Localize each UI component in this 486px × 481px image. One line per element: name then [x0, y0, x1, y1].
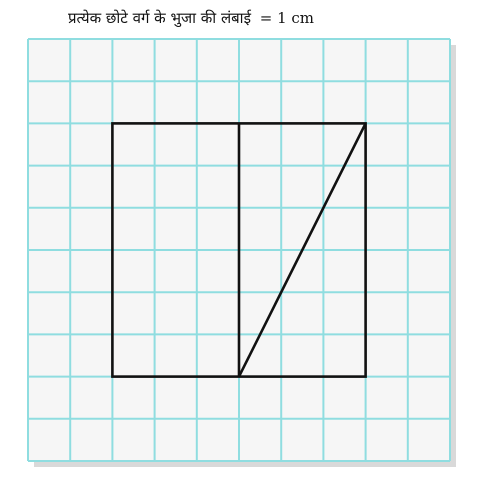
caption-value: 1 cm: [277, 9, 315, 27]
diagonal-segment: [237, 122, 367, 378]
caption-text: प्रत्येक छोटे वर्ग के भुजा की लंबाई: [68, 9, 251, 27]
grid-caption: प्रत्येक छोटे वर्ग के भुजा की लंबाई = 1 …: [68, 8, 314, 28]
caption-equals: =: [259, 9, 273, 27]
